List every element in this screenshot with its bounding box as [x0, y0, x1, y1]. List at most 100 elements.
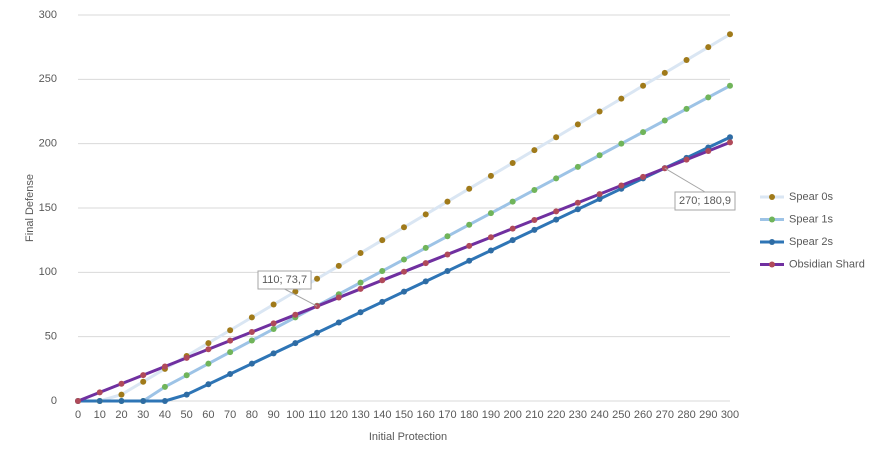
data-point: [683, 156, 690, 163]
data-point: [270, 301, 277, 308]
x-tick-label: 160: [417, 409, 435, 421]
data-point: [487, 172, 494, 179]
data-point: [118, 380, 125, 387]
x-tick-label: 250: [612, 409, 630, 421]
x-tick-label: 280: [677, 409, 695, 421]
x-tick-label: 0: [75, 409, 81, 421]
legend-marker: [769, 194, 775, 200]
data-point: [75, 398, 81, 404]
data-point: [379, 298, 386, 305]
data-point: [466, 257, 473, 264]
x-tick-label: 50: [181, 409, 193, 421]
x-tick-label: 80: [246, 409, 258, 421]
x-tick-label: 110: [308, 409, 326, 421]
data-point: [140, 378, 147, 385]
data-point: [270, 350, 277, 357]
data-point: [357, 250, 364, 257]
legend-marker: [769, 239, 775, 245]
x-tick-label: 290: [699, 409, 717, 421]
data-point: [270, 320, 277, 327]
x-tick-label: 100: [286, 409, 304, 421]
data-point: [705, 148, 712, 155]
data-point: [357, 279, 364, 286]
data-point: [205, 340, 212, 347]
x-tick-label: 240: [590, 409, 608, 421]
data-point: [379, 277, 386, 284]
data-point: [140, 372, 147, 379]
data-point: [509, 198, 516, 205]
data-point: [487, 247, 494, 254]
y-tick-label: 300: [39, 9, 57, 21]
data-point: [227, 370, 234, 377]
data-point: [727, 134, 733, 141]
data-point: [335, 262, 342, 269]
data-point: [96, 398, 103, 404]
data-point: [118, 391, 125, 398]
legend-label: Spear 1s: [789, 213, 834, 225]
data-point: [574, 163, 581, 170]
x-tick-label: 140: [373, 409, 391, 421]
data-point: [444, 268, 451, 275]
data-point: [727, 31, 733, 38]
data-point: [335, 294, 342, 301]
data-point: [248, 337, 255, 344]
data-point: [227, 349, 234, 356]
data-point: [531, 186, 538, 193]
y-tick-label: 250: [39, 73, 57, 85]
data-point: [661, 69, 668, 76]
data-point: [596, 108, 603, 115]
data-point: [422, 278, 429, 285]
data-point: [227, 337, 234, 344]
x-tick-label: 190: [482, 409, 500, 421]
data-point: [401, 268, 407, 275]
data-point: [531, 147, 538, 154]
x-tick-label: 70: [224, 409, 236, 421]
data-point: [683, 105, 690, 112]
annotation-leader: [284, 288, 318, 307]
data-point: [444, 251, 451, 258]
x-tick-label: 130: [351, 409, 369, 421]
data-point: [248, 360, 255, 367]
data-point: [314, 329, 321, 336]
y-tick-label: 50: [45, 331, 57, 343]
y-tick-label: 150: [39, 202, 57, 214]
data-point: [661, 117, 668, 124]
data-point: [640, 173, 647, 180]
data-point: [509, 225, 516, 232]
data-point: [727, 139, 733, 146]
data-point: [466, 185, 473, 192]
data-point: [183, 391, 190, 398]
data-point: [596, 195, 603, 202]
data-point: [96, 389, 103, 396]
legend-label: Obsidian Shard: [789, 258, 865, 270]
data-point: [379, 237, 386, 244]
data-point: [553, 175, 560, 182]
data-point: [401, 224, 407, 231]
data-point: [379, 268, 386, 275]
data-point: [574, 199, 581, 206]
data-point: [118, 398, 125, 404]
data-point: [422, 260, 429, 267]
legend-label: Spear 2s: [789, 236, 834, 248]
data-point: [618, 182, 625, 189]
data-point: [292, 311, 299, 318]
x-axis-label: Initial Protection: [369, 431, 447, 443]
data-point: [640, 129, 647, 136]
data-point: [444, 198, 451, 205]
data-point: [248, 329, 255, 336]
data-point: [487, 234, 494, 241]
data-point: [270, 325, 277, 332]
x-tick-label: 30: [137, 409, 149, 421]
data-point: [509, 237, 516, 244]
x-tick-label: 180: [460, 409, 478, 421]
data-point: [422, 211, 429, 218]
data-point: [401, 256, 407, 263]
x-tick-label: 210: [525, 409, 543, 421]
x-tick-label: 40: [159, 409, 171, 421]
data-point: [205, 346, 212, 353]
x-tick-label: 230: [569, 409, 587, 421]
x-tick-label: 90: [267, 409, 279, 421]
data-point: [618, 95, 625, 102]
data-point: [444, 233, 451, 240]
